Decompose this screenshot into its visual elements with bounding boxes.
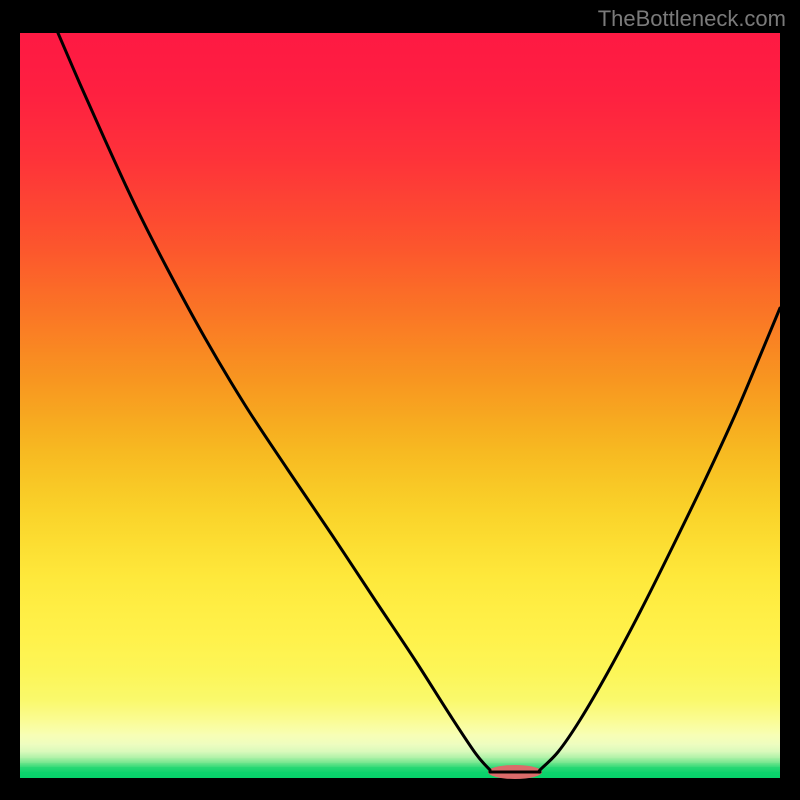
chart-gradient-area — [0, 0, 800, 800]
page-root: TheBottleneck.com — [0, 0, 800, 800]
bottleneck-chart — [0, 0, 800, 800]
